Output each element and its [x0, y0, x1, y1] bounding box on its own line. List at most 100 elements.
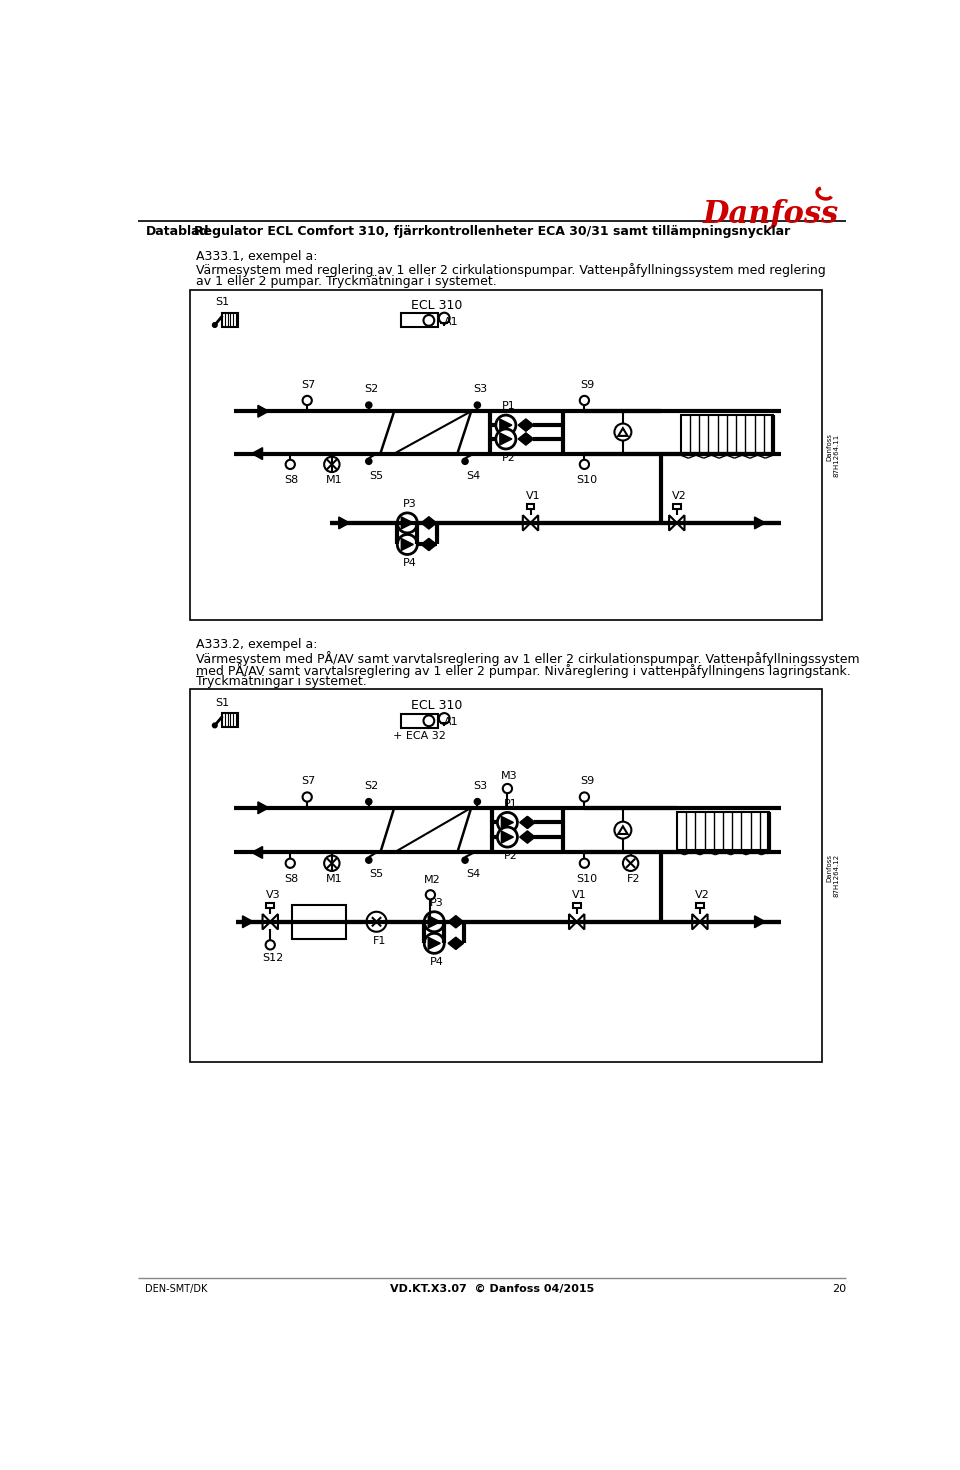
Circle shape [366, 798, 372, 804]
Text: S8: S8 [284, 875, 299, 883]
Circle shape [580, 395, 589, 406]
Circle shape [324, 457, 340, 472]
Text: Värmesystem med PÅ/AV samt varvtalsreglering av 1 eller 2 cirkulationspumpar. Va: Värmesystem med PÅ/AV samt varvtalsregle… [196, 651, 859, 666]
Bar [401, 313, 438, 328]
Text: 20: 20 [832, 1283, 846, 1294]
Text: Tryckmätningar i systemet.: Tryckmätningar i systemet. [196, 675, 367, 688]
Text: P3: P3 [402, 498, 417, 509]
Circle shape [580, 460, 589, 469]
Text: M1: M1 [325, 475, 343, 485]
Bar [673, 504, 681, 509]
Polygon shape [519, 831, 527, 844]
Polygon shape [526, 419, 534, 431]
Text: av 1 eller 2 pumpar. Tryckmätningar i systemet.: av 1 eller 2 pumpar. Tryckmätningar i sy… [196, 275, 496, 288]
Circle shape [614, 822, 632, 838]
Bar [190, 291, 822, 620]
Circle shape [286, 858, 295, 867]
Bar [681, 415, 773, 454]
Text: Danfoss: Danfoss [703, 198, 838, 229]
Text: P2: P2 [504, 851, 517, 861]
Text: V1: V1 [526, 491, 540, 501]
Circle shape [439, 313, 449, 323]
Polygon shape [339, 517, 349, 529]
Bar [677, 811, 769, 850]
Text: S9: S9 [580, 776, 594, 786]
Polygon shape [429, 517, 437, 529]
Circle shape [580, 792, 589, 801]
Bar [223, 713, 238, 728]
Text: S3: S3 [472, 781, 487, 791]
Text: S7: S7 [301, 379, 315, 390]
Polygon shape [258, 406, 269, 417]
Circle shape [580, 858, 589, 867]
Polygon shape [401, 517, 414, 529]
Polygon shape [501, 816, 514, 829]
Text: S1: S1 [215, 698, 228, 707]
Polygon shape [456, 938, 464, 950]
Circle shape [503, 784, 512, 794]
Polygon shape [501, 831, 514, 844]
Text: P4: P4 [430, 957, 444, 967]
Polygon shape [519, 816, 527, 829]
Text: P2: P2 [502, 453, 516, 463]
Polygon shape [258, 801, 269, 814]
Polygon shape [448, 916, 456, 928]
Text: S2: S2 [364, 781, 378, 791]
Polygon shape [421, 517, 429, 529]
Circle shape [423, 716, 434, 726]
Polygon shape [456, 916, 464, 928]
Text: A333.2, exempel a:: A333.2, exempel a: [196, 638, 317, 651]
Circle shape [424, 933, 444, 954]
Text: S5: S5 [369, 869, 383, 879]
Polygon shape [429, 538, 437, 551]
Text: ECL 310: ECL 310 [411, 700, 463, 713]
Circle shape [423, 315, 434, 326]
Circle shape [462, 459, 468, 465]
Text: P4: P4 [402, 559, 417, 569]
Circle shape [474, 401, 480, 409]
Text: S5: S5 [369, 470, 383, 481]
Circle shape [496, 415, 516, 435]
Text: V2: V2 [672, 491, 687, 501]
Circle shape [439, 713, 449, 723]
Polygon shape [755, 517, 765, 529]
Text: S10: S10 [577, 475, 598, 485]
Circle shape [497, 813, 517, 832]
Circle shape [474, 798, 480, 804]
Text: A1: A1 [444, 717, 459, 728]
Polygon shape [428, 938, 441, 950]
Text: S2: S2 [364, 384, 378, 394]
Text: P3: P3 [430, 898, 444, 908]
Circle shape [367, 911, 387, 932]
Circle shape [212, 723, 217, 728]
Text: med PÅ/AV samt varvtalsreglering av 1 eller 2 pumpar. Nivåreglering i vattенpåfy: med PÅ/AV samt varvtalsreglering av 1 el… [196, 663, 851, 678]
Text: + ECA 32: + ECA 32 [394, 731, 446, 741]
Text: P1: P1 [502, 401, 516, 412]
Text: S9: S9 [580, 379, 594, 390]
Text: F1: F1 [372, 935, 386, 945]
Polygon shape [518, 419, 526, 431]
Bar [190, 689, 822, 1061]
Text: ECL 310: ECL 310 [411, 298, 463, 312]
Bar [696, 903, 704, 908]
Circle shape [614, 423, 632, 441]
Text: A1: A1 [444, 316, 459, 326]
Polygon shape [421, 538, 429, 551]
Bar [573, 903, 581, 908]
Bar [527, 504, 535, 509]
Bar [223, 313, 238, 326]
Circle shape [366, 857, 372, 863]
Text: Danfoss: Danfoss [827, 854, 832, 882]
Text: S12: S12 [262, 953, 284, 963]
Text: S8: S8 [284, 475, 299, 485]
Text: Datablad: Datablad [146, 225, 209, 238]
Text: S7: S7 [301, 776, 315, 786]
Polygon shape [401, 538, 414, 550]
Polygon shape [252, 847, 262, 858]
Text: F2: F2 [627, 875, 640, 883]
Circle shape [397, 513, 418, 534]
Circle shape [366, 401, 372, 409]
Circle shape [424, 911, 444, 932]
Bar [401, 714, 438, 728]
Circle shape [496, 429, 516, 448]
